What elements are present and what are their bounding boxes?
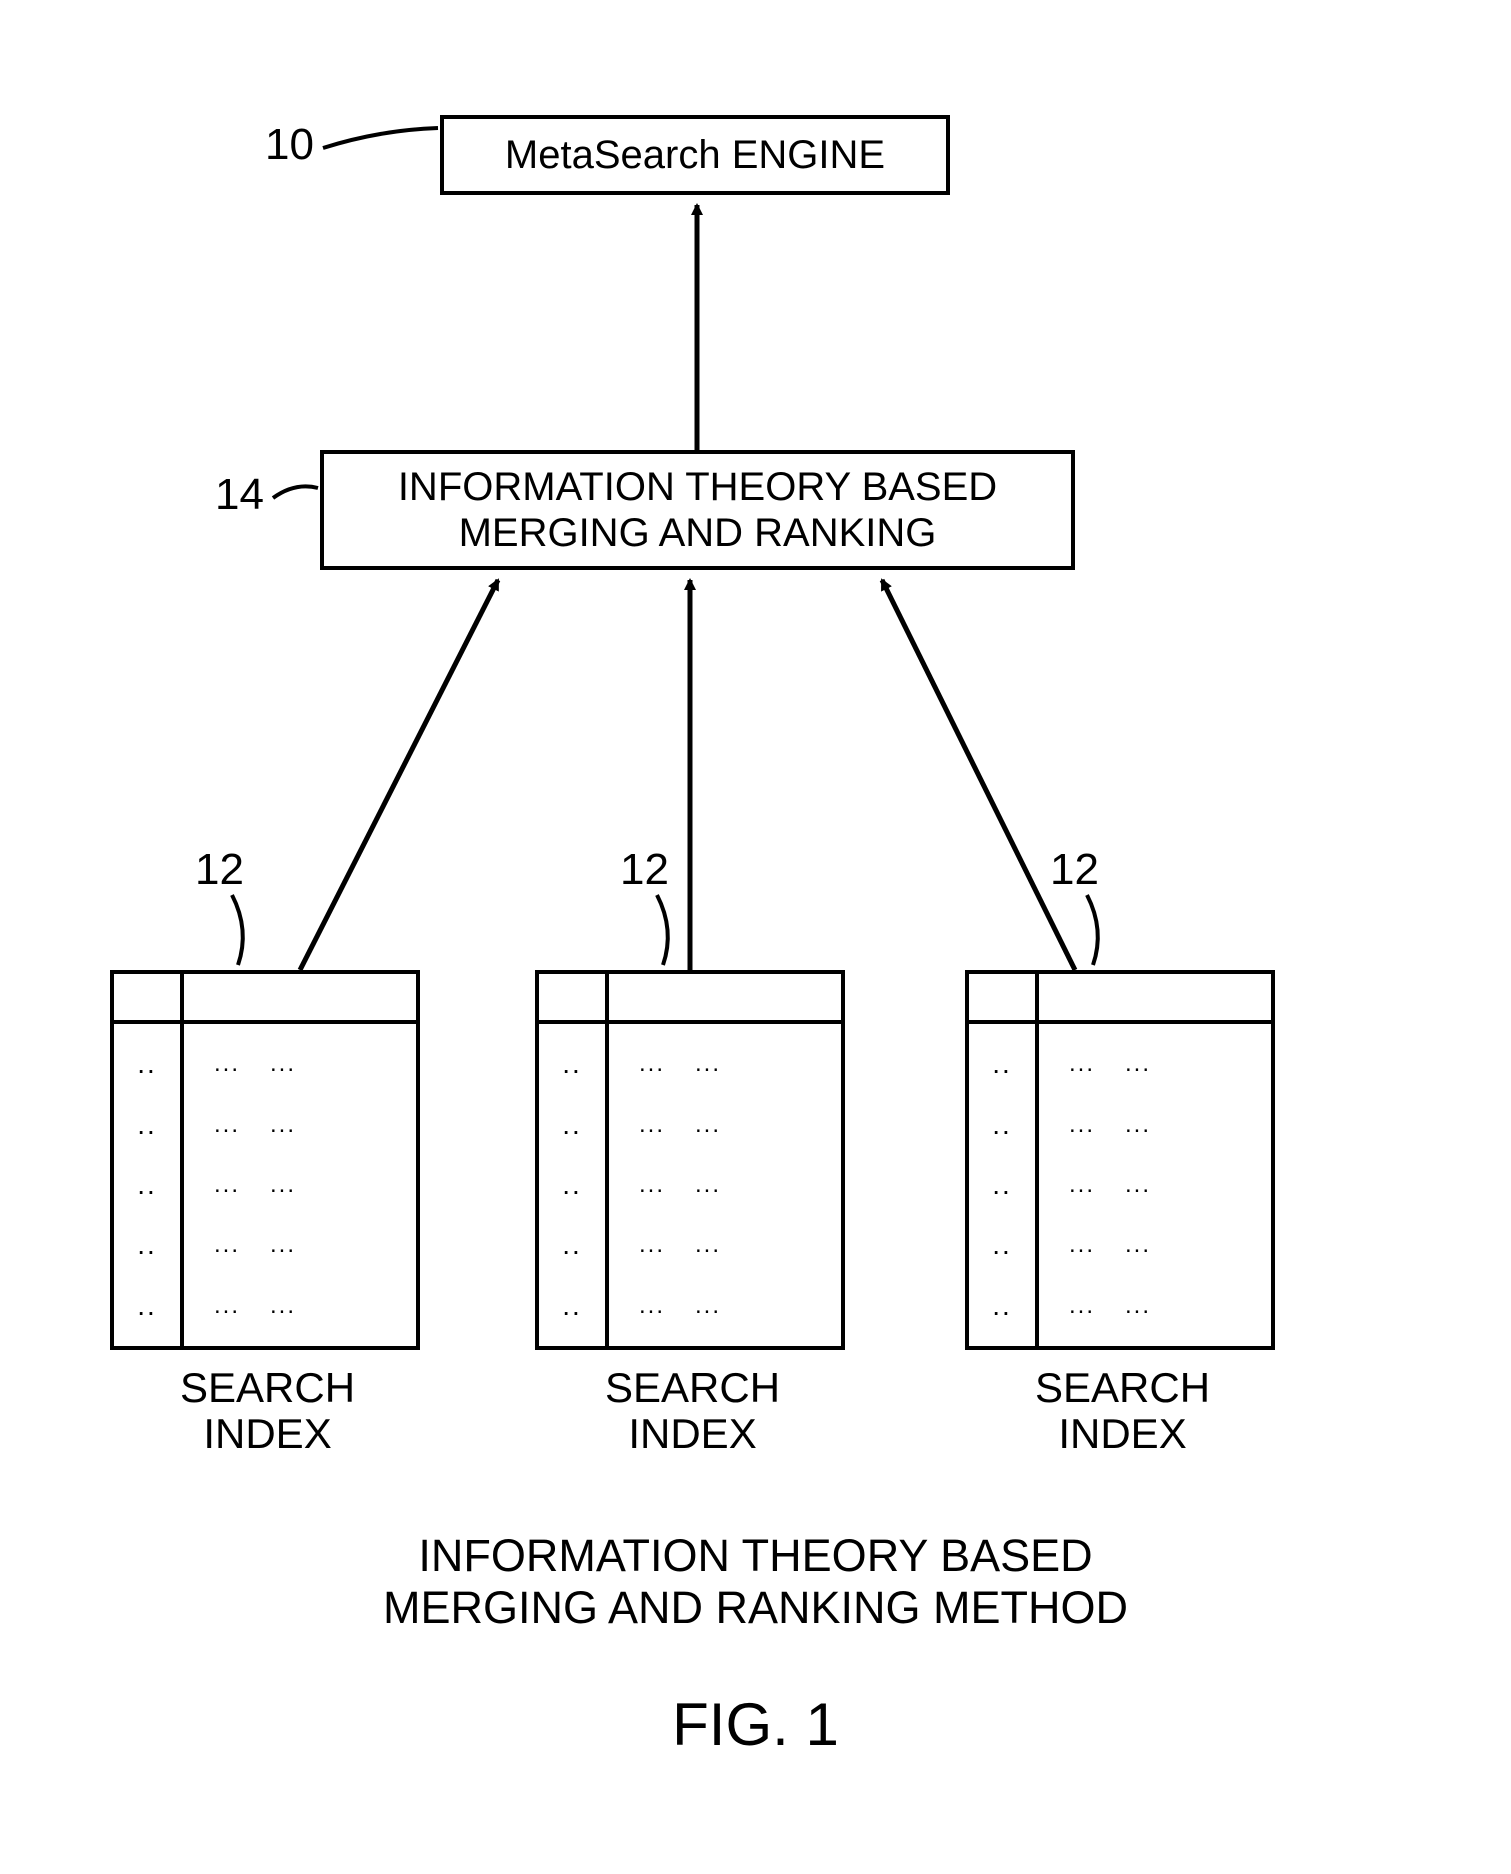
dots-cell: ..: [137, 1292, 157, 1320]
dots-cell: ..: [992, 1231, 1012, 1259]
dots-cell: ..: [137, 1171, 157, 1199]
dots-cell: ..: [992, 1171, 1012, 1199]
dots-row: ......: [214, 1173, 416, 1197]
search-index-label-3: SEARCH INDEX: [1035, 1365, 1210, 1457]
ref-14: 14: [215, 470, 264, 520]
dots-row: ......: [639, 1233, 841, 1257]
leader-14: [273, 486, 318, 498]
metasearch-engine-box: MetaSearch ENGINE: [440, 115, 950, 195]
leader-12a: [232, 895, 243, 965]
dots-row: ......: [639, 1052, 841, 1076]
search-index-label-2: SEARCH INDEX: [605, 1365, 780, 1457]
dots-row: ......: [1069, 1173, 1271, 1197]
dots-row: ......: [214, 1052, 416, 1076]
dots-row: ......: [639, 1113, 841, 1137]
dots-cell: ..: [992, 1292, 1012, 1320]
dots-row: ......: [1069, 1052, 1271, 1076]
dots-cell: ..: [137, 1050, 157, 1078]
metasearch-engine-label: MetaSearch ENGINE: [505, 132, 885, 178]
ref-10: 10: [265, 120, 314, 170]
search-index-table-2: .. .. .. .. .. ...... ...... ...... ....…: [535, 970, 845, 1350]
arrow-t3-to-mid: [882, 580, 1075, 970]
search-index-table-3: .. .. .. .. .. ...... ...... ...... ....…: [965, 970, 1275, 1350]
diagram-caption: INFORMATION THEORY BASED MERGING AND RAN…: [0, 1530, 1511, 1634]
leader-12c: [1087, 895, 1098, 965]
leader-10: [323, 128, 438, 148]
leader-12b: [657, 895, 668, 965]
dots-cell: ..: [562, 1292, 582, 1320]
dots-row: ......: [214, 1294, 416, 1318]
dots-cell: ..: [562, 1111, 582, 1139]
ref-12-a: 12: [195, 845, 244, 895]
dots-cell: ..: [562, 1050, 582, 1078]
dots-row: ......: [1069, 1233, 1271, 1257]
dots-cell: ..: [992, 1111, 1012, 1139]
arrow-t1-to-mid: [300, 580, 498, 970]
dots-row: ......: [214, 1233, 416, 1257]
dots-cell: ..: [137, 1111, 157, 1139]
figure-label: FIG. 1: [0, 1690, 1511, 1759]
dots-row: ......: [1069, 1113, 1271, 1137]
dots-row: ......: [214, 1113, 416, 1137]
ref-12-c: 12: [1050, 845, 1099, 895]
dots-row: ......: [639, 1294, 841, 1318]
dots-row: ......: [639, 1173, 841, 1197]
dots-cell: ..: [562, 1231, 582, 1259]
dots-cell: ..: [992, 1050, 1012, 1078]
merging-ranking-label: INFORMATION THEORY BASED MERGING AND RAN…: [398, 464, 997, 556]
search-index-label-1: SEARCH INDEX: [180, 1365, 355, 1457]
search-index-table-1: .. .. .. .. .. ...... ...... ...... ....…: [110, 970, 420, 1350]
ref-12-b: 12: [620, 845, 669, 895]
merging-ranking-box: INFORMATION THEORY BASED MERGING AND RAN…: [320, 450, 1075, 570]
dots-cell: ..: [137, 1231, 157, 1259]
dots-row: ......: [1069, 1294, 1271, 1318]
dots-cell: ..: [562, 1171, 582, 1199]
